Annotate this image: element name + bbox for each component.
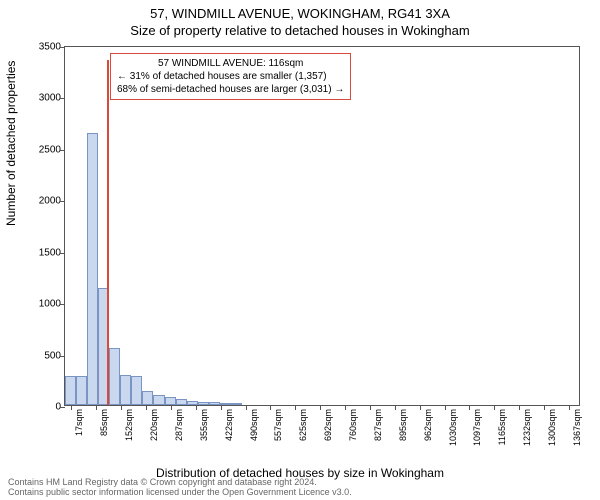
y-tick-mark: [60, 201, 65, 202]
x-tick-mark: [395, 405, 396, 410]
y-tick-mark: [60, 47, 65, 48]
subject-marker-line: [107, 60, 109, 405]
histogram-bar: [176, 399, 187, 405]
x-tick-mark: [420, 405, 421, 410]
x-tick-label: 1030sqm: [448, 405, 458, 446]
x-tick-mark: [171, 405, 172, 410]
x-tick-label: 760sqm: [348, 405, 358, 441]
annotation-line: 57 WINDMILL AVENUE: 116sqm: [117, 57, 344, 70]
x-tick-label: 625sqm: [298, 405, 308, 441]
y-tick-mark: [60, 407, 65, 408]
x-tick-mark: [345, 405, 346, 410]
histogram-bar: [142, 391, 153, 405]
x-tick-label: 85sqm: [99, 405, 109, 436]
x-tick-mark: [320, 405, 321, 410]
x-tick-mark: [246, 405, 247, 410]
histogram-bar: [109, 348, 120, 405]
footer-attribution: Contains HM Land Registry data © Crown c…: [8, 478, 352, 498]
histogram-bar: [220, 403, 231, 405]
x-tick-mark: [519, 405, 520, 410]
x-tick-mark: [544, 405, 545, 410]
x-tick-label: 1097sqm: [472, 405, 482, 446]
histogram-bar: [198, 402, 209, 405]
x-tick-mark: [445, 405, 446, 410]
annotation-line: 68% of semi-detached houses are larger (…: [117, 83, 344, 96]
histogram-bar: [209, 402, 220, 405]
histogram-bar: [165, 397, 176, 405]
x-tick-label: 1367sqm: [572, 405, 582, 446]
histogram-chart: 050010001500200025003000350017sqm85sqm15…: [64, 46, 580, 406]
page-title-line2: Size of property relative to detached ho…: [0, 21, 600, 42]
x-tick-mark: [196, 405, 197, 410]
x-tick-label: 692sqm: [323, 405, 333, 441]
histogram-bar: [87, 133, 98, 405]
page-title-line1: 57, WINDMILL AVENUE, WOKINGHAM, RG41 3XA: [0, 0, 600, 21]
y-tick-mark: [60, 150, 65, 151]
x-tick-mark: [96, 405, 97, 410]
x-tick-label: 490sqm: [249, 405, 259, 441]
footer-line2: Contains public sector information licen…: [8, 488, 352, 498]
histogram-bar: [187, 401, 198, 405]
x-tick-label: 17sqm: [74, 405, 84, 436]
histogram-bar: [120, 375, 131, 405]
x-tick-mark: [121, 405, 122, 410]
x-tick-label: 152sqm: [124, 405, 134, 441]
x-tick-mark: [146, 405, 147, 410]
histogram-bar: [131, 376, 142, 405]
x-tick-label: 827sqm: [373, 405, 383, 441]
x-tick-mark: [569, 405, 570, 410]
x-tick-mark: [71, 405, 72, 410]
x-tick-label: 962sqm: [423, 405, 433, 441]
annotation-box: 57 WINDMILL AVENUE: 116sqm← 31% of detac…: [110, 53, 351, 100]
x-tick-mark: [370, 405, 371, 410]
x-tick-label: 895sqm: [398, 405, 408, 441]
y-axis-label: Number of detached properties: [4, 61, 18, 226]
x-tick-mark: [221, 405, 222, 410]
x-tick-mark: [469, 405, 470, 410]
histogram-bar: [76, 376, 87, 405]
histogram-bar: [231, 403, 242, 405]
x-tick-mark: [295, 405, 296, 410]
x-tick-mark: [494, 405, 495, 410]
y-tick-mark: [60, 98, 65, 99]
histogram-bar: [65, 376, 76, 405]
x-tick-label: 422sqm: [224, 405, 234, 441]
histogram-bar: [153, 395, 164, 405]
x-tick-label: 220sqm: [149, 405, 159, 441]
x-tick-label: 1300sqm: [547, 405, 557, 446]
x-tick-label: 1165sqm: [497, 405, 507, 445]
annotation-line: ← 31% of detached houses are smaller (1,…: [117, 70, 344, 83]
x-tick-label: 287sqm: [174, 405, 184, 441]
y-tick-mark: [60, 304, 65, 305]
x-tick-label: 557sqm: [273, 405, 283, 441]
y-tick-mark: [60, 356, 65, 357]
x-tick-label: 355sqm: [199, 405, 209, 441]
y-tick-mark: [60, 253, 65, 254]
x-tick-mark: [270, 405, 271, 410]
x-tick-label: 1232sqm: [522, 405, 532, 446]
